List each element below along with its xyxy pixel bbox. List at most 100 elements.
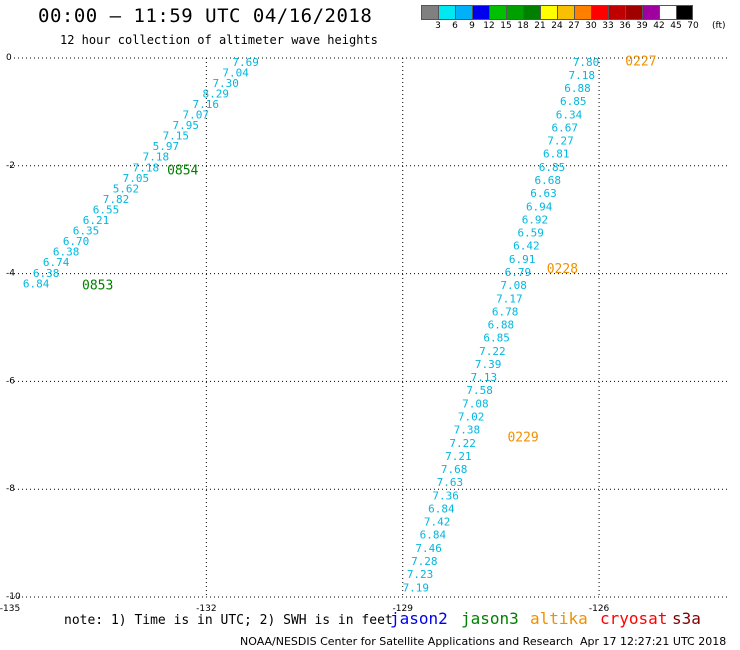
- legend-tick-label: 9: [469, 21, 475, 31]
- legend-tick-label: 70: [687, 21, 699, 31]
- wave-height-value: 7.15: [163, 130, 190, 143]
- wave-height-value: 7.19: [403, 581, 430, 594]
- wave-height-value: 6.21: [83, 214, 110, 227]
- satellite-legend-item: cryosat: [600, 609, 668, 628]
- wave-height-value: 7.08: [500, 279, 527, 292]
- legend-swatch: [676, 5, 693, 20]
- wave-height-value: 6.85: [560, 95, 587, 108]
- wave-height-value: 7.58: [466, 384, 493, 397]
- wave-height-value: 6.84: [428, 502, 455, 515]
- wave-height-value: 7.68: [441, 463, 468, 476]
- wave-height-value: 6.84: [420, 529, 447, 542]
- wave-height-value: 7.23: [407, 568, 434, 581]
- y-axis-tick-label: -4: [6, 269, 15, 279]
- wave-height-value: 6.35: [73, 225, 100, 238]
- wave-height-value: 7.17: [496, 292, 523, 305]
- wave-height-value: 7.36: [432, 489, 459, 502]
- wave-height-value: 7.18: [143, 151, 170, 164]
- legend-tick-label: 33: [602, 21, 614, 31]
- wave-height-value: 6.88: [564, 82, 591, 95]
- wave-height-value: 7.18: [568, 69, 595, 82]
- wave-height-value: 7.13: [471, 371, 498, 384]
- legend-tick-label: 12: [483, 21, 495, 31]
- legend-swatch: [540, 5, 557, 20]
- satellite-legend-item: jason3: [461, 609, 519, 628]
- wave-height-value: 6.88: [488, 319, 515, 332]
- footer-timestamp: Apr 17 12:27:21 UTC 2018: [580, 635, 727, 648]
- legend-swatch: [455, 5, 472, 20]
- wave-height-value: 6.94: [526, 200, 553, 213]
- wave-height-value: 6.59: [517, 227, 544, 240]
- legend-swatch: [523, 5, 540, 20]
- wave-height-value: 7.30: [212, 77, 239, 90]
- wave-height-value: 6.85: [483, 332, 510, 345]
- y-axis-tick-label: -8: [6, 484, 15, 494]
- wave-height-value: 7.95: [173, 119, 200, 132]
- page-subtitle: 12 hour collection of altimeter wave hei…: [60, 33, 378, 47]
- wave-height-value: 7.08: [462, 397, 489, 410]
- wave-height-value: 7.28: [411, 555, 438, 568]
- wave-height-value: 6.84: [23, 277, 50, 290]
- wave-height-value: 6.79: [505, 266, 532, 279]
- wave-height-value: 7.16: [192, 98, 219, 111]
- legend-tick-label: 42: [653, 21, 665, 31]
- pass-time-label: 0229: [507, 430, 538, 445]
- legend-swatch: [591, 5, 608, 20]
- legend-tick-label: 18: [517, 21, 529, 31]
- legend-tick-label: 15: [500, 21, 512, 31]
- pass-time-label: 0228: [547, 262, 578, 277]
- wave-height-value: 7.18: [133, 161, 160, 174]
- legend-tick-label: 21: [534, 21, 546, 31]
- wave-height-value: 7.80: [573, 56, 600, 69]
- wave-height-value: 6.38: [33, 267, 60, 280]
- legend-swatch: [506, 5, 523, 20]
- page-title: 00:00 – 11:59 UTC 04/16/2018: [38, 5, 373, 27]
- wave-height-value: 7.46: [415, 542, 442, 555]
- y-axis-tick-label: -10: [6, 592, 21, 602]
- wave-height-value: 7.04: [222, 66, 249, 79]
- legend-swatch: [489, 5, 506, 20]
- wave-height-value: 7.02: [458, 411, 485, 424]
- legend-swatch: [642, 5, 659, 20]
- wave-height-value: 6.63: [530, 187, 557, 200]
- y-axis-tick-label: -2: [6, 161, 15, 171]
- legend-swatch: [438, 5, 455, 20]
- y-axis-tick-label: -6: [6, 376, 15, 386]
- wave-height-value: 7.05: [123, 172, 150, 185]
- legend-swatch: [472, 5, 489, 20]
- pass-time-label: 0854: [167, 164, 198, 179]
- pass-time-label: 0227: [625, 55, 656, 70]
- legend-tick-label: 45: [670, 21, 682, 31]
- satellite-legend-item: jason2: [390, 609, 448, 628]
- legend-tick-label: 30: [585, 21, 597, 31]
- wave-height-value: 7.07: [183, 109, 210, 122]
- legend-tick-label: 36: [619, 21, 631, 31]
- satellite-legend-item: altika: [530, 609, 588, 628]
- wave-height-value: 6.92: [522, 213, 549, 226]
- legend-tick-label: 6: [452, 21, 458, 31]
- wave-height-value: 7.21: [445, 450, 472, 463]
- legend-tick-label: 24: [551, 21, 563, 31]
- x-axis-tick-label: -135: [0, 604, 20, 614]
- wave-height-value: 6.91: [509, 253, 536, 266]
- wave-height-value: 6.85: [539, 161, 566, 174]
- legend-swatch: [557, 5, 574, 20]
- wave-height-value: 6.74: [43, 256, 70, 269]
- wave-height-value: 6.81: [543, 148, 570, 161]
- legend-tick-label: 3: [435, 21, 441, 31]
- legend-swatch: [659, 5, 676, 20]
- legend-swatch: [625, 5, 642, 20]
- legend-swatch: [608, 5, 625, 20]
- wave-height-value: 6.68: [534, 174, 561, 187]
- x-axis-tick-label: -126: [589, 604, 610, 614]
- color-legend-unit: (ft): [712, 21, 726, 31]
- wave-height-value: 7.27: [547, 135, 574, 148]
- color-legend-bar: [421, 5, 693, 20]
- y-axis-tick-label: 0: [6, 53, 12, 63]
- wave-height-value: 8.29: [202, 87, 229, 100]
- pass-time-label: 0853: [82, 278, 113, 293]
- wave-height-value: 7.69: [232, 56, 259, 69]
- wave-height-value: 7.82: [103, 193, 130, 206]
- legend-swatch: [421, 5, 438, 20]
